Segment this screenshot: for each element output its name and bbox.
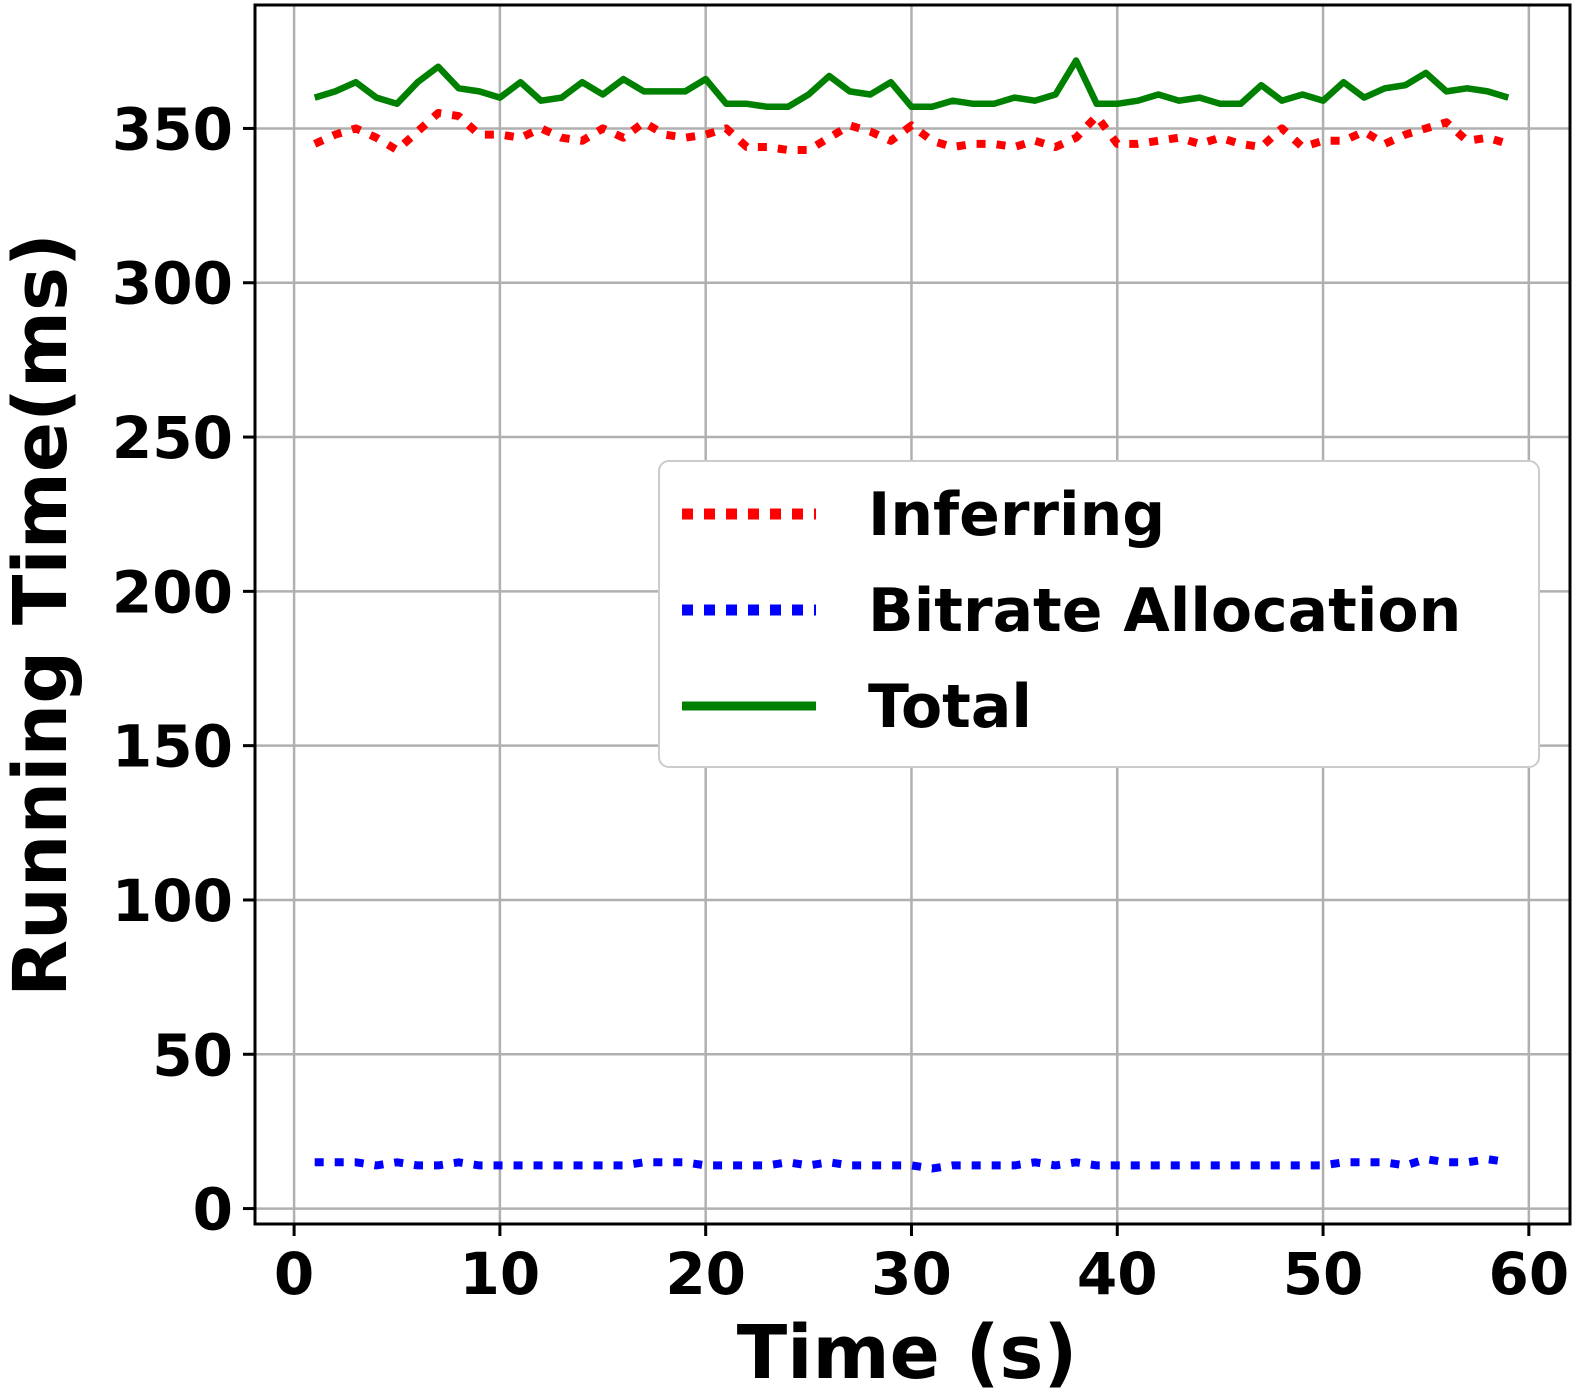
y-tick-label: 350: [112, 95, 233, 163]
axis-ticks: 0 10 20 30 40 50 60 0 50 100 150 200 250 300 350: [112, 95, 1569, 1308]
x-tick-label: 0: [274, 1240, 314, 1308]
series-lines: [313, 57, 1510, 1173]
legend-label-inferring: Inferring: [868, 480, 1165, 550]
x-tick-label: 50: [1283, 1240, 1364, 1308]
y-tick-label: 50: [152, 1021, 233, 1089]
y-tick-label: 100: [112, 867, 233, 935]
series-line-total: [313, 57, 1510, 111]
x-tick-label: 40: [1077, 1240, 1158, 1308]
x-tick-label: 60: [1488, 1240, 1569, 1308]
series-line-inferring: [313, 109, 1510, 154]
x-tick-label: 30: [871, 1240, 952, 1308]
x-tick-label: 20: [665, 1240, 746, 1308]
legend: Inferring Bitrate Allocation Total: [658, 460, 1540, 768]
y-tick-label: 150: [112, 713, 233, 781]
y-tick-label: 250: [112, 404, 233, 472]
y-axis-title: Running Time(ms): [0, 233, 84, 997]
legend-label-bitrate-allocation: Bitrate Allocation: [868, 576, 1461, 646]
y-tick-label: 300: [112, 250, 233, 318]
legend-label-total: Total: [868, 672, 1032, 742]
x-axis-title: Time (s): [737, 1310, 1078, 1396]
legend-box: [658, 460, 1540, 768]
y-tick-label: 200: [112, 558, 233, 626]
series-line-bitrate-allocation: [314, 1155, 1509, 1173]
y-tick-label: 0: [193, 1176, 233, 1244]
x-tick-label: 10: [460, 1240, 541, 1308]
